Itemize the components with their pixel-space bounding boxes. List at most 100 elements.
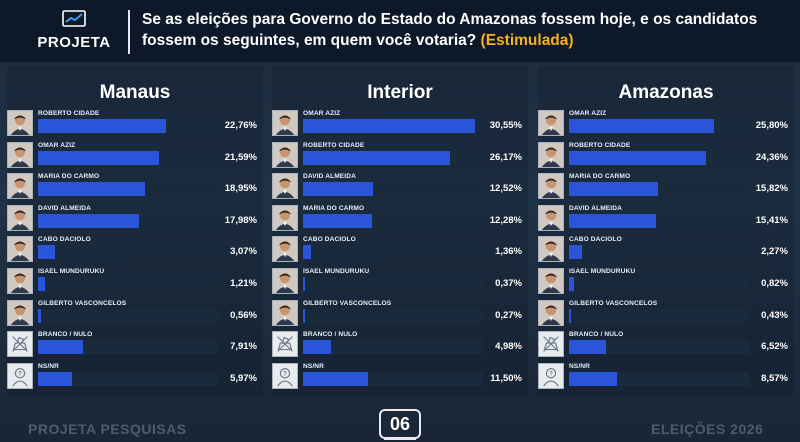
data-label: 25,80% [755,120,788,131]
bar-row: DAVID ALMEIDA 15,41% [538,204,794,231]
bar-track [38,245,218,260]
candidate-name: MARIA DO CARMO [303,204,365,212]
bar-track [303,245,483,260]
bar-track [303,119,483,133]
bar-track [38,340,218,355]
bar-track [569,340,749,355]
projeta-logo: PROJETA [28,8,120,54]
bar [38,245,56,260]
data-label: 21,59% [224,151,257,163]
bar-row: ISAEL MUNDURUKU 0,82% [538,268,794,294]
person-photo-icon [538,141,564,168]
bar-track [303,308,483,323]
bar [569,245,582,260]
bar [303,119,475,133]
data-label: 2,27% [761,246,788,258]
bar-row: MARIA DO CARMO 18,95% [7,173,263,200]
bar-row: ? NS/NR 8,57% [538,362,794,389]
bar-track [303,150,483,165]
bar [38,340,83,355]
bar-track [38,277,218,291]
question-person-icon: ? [7,362,33,389]
svg-text:?: ? [283,370,287,377]
bar-row: ISAEL MUNDURUKU 1,21% [7,268,263,294]
bar [569,119,715,133]
bar-track [569,308,749,323]
data-label: 24,36% [755,151,788,163]
bar-row: MARIA DO CARMO 12,28% [272,204,528,231]
question-text: Se as eleições para Governo do Estado do… [142,11,758,49]
candidate-name: NS/NR [569,362,591,370]
data-label: 8,57% [761,372,788,384]
question-person-icon: ? [272,362,298,389]
candidate-name: ROBERTO CIDADE [569,141,631,149]
footer-brand: PROJETA PESQUISAS [28,421,187,437]
data-label: 26,17% [489,151,522,163]
data-label: 6,52% [761,341,788,353]
bar [303,213,373,228]
candidate-name: CABO DACIOLO [38,236,91,244]
data-label: 15,41% [755,214,788,226]
bar-track [303,340,483,355]
candidate-name: MARIA DO CARMO [38,173,100,181]
candidate-name: CABO DACIOLO [569,236,622,244]
person-photo-icon [538,236,564,263]
person-photo-icon [7,299,33,326]
bar-track [303,213,483,228]
brand-name: PROJETA [37,34,111,51]
bar-track [303,371,483,386]
data-label: 1,21% [230,278,257,289]
candidate-name: OMAR AZIZ [303,110,341,117]
data-label: 0,27% [495,309,522,321]
candidate-name: BRANCO / NULO [569,331,624,339]
person-photo-icon [538,299,564,326]
bar-track [569,213,749,228]
svg-text:?: ? [549,370,553,377]
bar-track [569,371,749,386]
data-label: 12,52% [489,183,522,195]
chart-title: Amazonas [618,82,714,103]
bar-row: CABO DACIOLO 1,36% [272,236,528,263]
bar [303,308,305,323]
bar [303,277,306,291]
bar-row: ? NS/NR 5,97% [7,362,263,389]
bar-track [38,371,218,386]
bar-track [569,182,749,197]
candidate-name: OMAR AZIZ [38,141,76,149]
bar-row: OMAR AZIZ 21,59% [7,141,263,168]
question-person-icon: ? [538,362,564,389]
bar-track [38,182,218,197]
chart-title: Interior [367,82,433,103]
bar [569,182,658,197]
bar-track [303,182,483,197]
bar-row: DAVID ALMEIDA 12,52% [272,173,528,200]
chart-panel-interior: Interior OMAR AZIZ 30,55% ROBERTO CIDADE 26,… [272,66,528,396]
bar [569,371,618,386]
person-photo-icon [272,204,298,231]
candidate-name: DAVID ALMEIDA [38,204,91,212]
svg-text:?: ? [18,370,22,377]
person-photo-icon [538,173,564,200]
candidate-name: ISAEL MUNDURUKU [38,268,105,275]
bar-row: GILBERTO VASCONCELOS 0,27% [272,299,528,326]
bar [569,150,706,165]
bar [38,213,140,228]
header-divider [128,10,130,54]
data-label: 5,97% [230,372,257,384]
header-bar: PROJETA Se as eleições para Governo do E… [0,0,800,62]
data-label: 1,36% [495,246,522,258]
data-label: 12,28% [489,214,522,226]
data-label: 0,43% [761,309,788,321]
candidate-name: DAVID ALMEIDA [303,173,356,181]
person-photo-icon [272,141,298,168]
data-label: 0,82% [761,278,788,289]
question-highlight: (Estimulada) [480,32,574,49]
candidate-name: ISAEL MUNDURUKU [569,268,636,275]
bar-row: GILBERTO VASCONCELOS 0,56% [7,299,263,326]
bar-track [569,150,749,165]
bar [303,340,331,355]
person-photo-icon [7,268,33,294]
data-label: 4,98% [495,341,522,353]
bar-track [38,119,218,133]
bar-row: OMAR AZIZ 25,80% [538,110,794,136]
